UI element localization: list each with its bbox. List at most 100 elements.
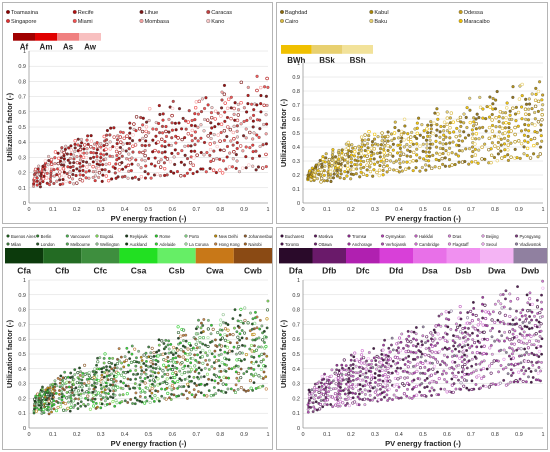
x-axis-label: PV energy fraction (-) (111, 214, 187, 223)
data-point (351, 370, 355, 374)
data-point (497, 339, 501, 343)
data-point (239, 367, 243, 371)
data-point (202, 375, 206, 378)
data-point (368, 398, 372, 402)
data-point (243, 331, 247, 335)
data-point (184, 339, 188, 343)
data-point (412, 386, 416, 389)
data-point (523, 319, 527, 323)
data-point (375, 388, 379, 392)
legend-marker (347, 234, 351, 238)
data-point (428, 146, 432, 150)
data-point (257, 154, 262, 158)
data-point (386, 134, 390, 139)
y-tick-label: 0.1 (292, 187, 300, 193)
data-point (186, 397, 189, 400)
data-point (103, 370, 106, 374)
data-point (366, 138, 371, 142)
data-point (72, 378, 76, 381)
x-tick-label: 0.6 (443, 432, 451, 438)
data-point (94, 385, 97, 389)
data-point (438, 141, 442, 145)
data-point (481, 135, 485, 139)
data-point (143, 395, 147, 399)
climate-swatch (312, 248, 346, 264)
data-point (35, 176, 39, 180)
data-point (424, 158, 428, 162)
data-point (153, 164, 157, 168)
data-point (82, 382, 86, 385)
data-point (85, 151, 89, 155)
data-point (130, 156, 134, 160)
data-point (226, 351, 230, 355)
data-point (461, 331, 464, 335)
data-point (465, 349, 468, 352)
data-point (259, 345, 263, 349)
data-point (148, 106, 152, 111)
data-point (481, 107, 485, 111)
legend-label: Mombasa (145, 19, 170, 25)
climate-swatch (119, 248, 158, 264)
data-point (324, 152, 328, 156)
y-tick-label: 0.4 (292, 367, 300, 373)
data-point (482, 344, 486, 348)
data-point (160, 144, 164, 148)
data-point (433, 331, 437, 334)
data-point (371, 366, 375, 369)
data-point (245, 118, 249, 122)
data-point (157, 104, 161, 108)
data-point (445, 116, 450, 120)
data-point (248, 347, 252, 351)
data-point (122, 381, 125, 385)
data-point (104, 174, 109, 178)
y-tick-label: 1 (297, 61, 300, 67)
data-point (415, 147, 419, 151)
data-point (209, 394, 213, 398)
data-point (71, 164, 75, 169)
data-point (434, 145, 439, 149)
data-point (368, 393, 372, 397)
data-point (443, 387, 446, 391)
data-point (135, 398, 139, 402)
data-point (124, 371, 128, 375)
data-point (86, 134, 90, 138)
data-point (405, 160, 409, 164)
data-point (376, 393, 380, 397)
data-point (52, 168, 56, 172)
data-point (358, 374, 362, 378)
data-point (158, 112, 162, 116)
data-point (367, 351, 371, 354)
data-point (386, 384, 389, 387)
data-point (186, 382, 190, 386)
y-tick-label: 0.5 (18, 352, 26, 358)
data-point (101, 380, 105, 384)
data-point (324, 385, 328, 389)
data-point (254, 149, 258, 153)
data-point (525, 325, 529, 329)
data-point (398, 143, 402, 147)
data-point (335, 174, 339, 178)
data-point (331, 148, 335, 152)
data-point (52, 399, 56, 403)
x-tick-label: 1 (266, 207, 269, 213)
data-point (236, 319, 240, 323)
data-point (334, 403, 338, 407)
data-point (112, 126, 116, 130)
climate-swatch-bar: Cfa Cfb Cfc Csa Csb Cwa Cwb (5, 248, 272, 275)
data-point (497, 130, 501, 134)
data-point (402, 346, 405, 350)
data-point (134, 115, 139, 119)
data-point (219, 379, 223, 382)
data-point (465, 379, 469, 383)
y-tick-label: 1 (297, 278, 300, 284)
data-point (105, 152, 109, 156)
data-point (143, 401, 147, 405)
data-point (221, 382, 225, 386)
data-point (389, 132, 394, 136)
data-point (219, 369, 223, 373)
data-point (446, 355, 449, 359)
data-point (478, 341, 481, 345)
data-point (217, 388, 220, 392)
data-point (370, 362, 373, 366)
data-point (490, 335, 494, 339)
